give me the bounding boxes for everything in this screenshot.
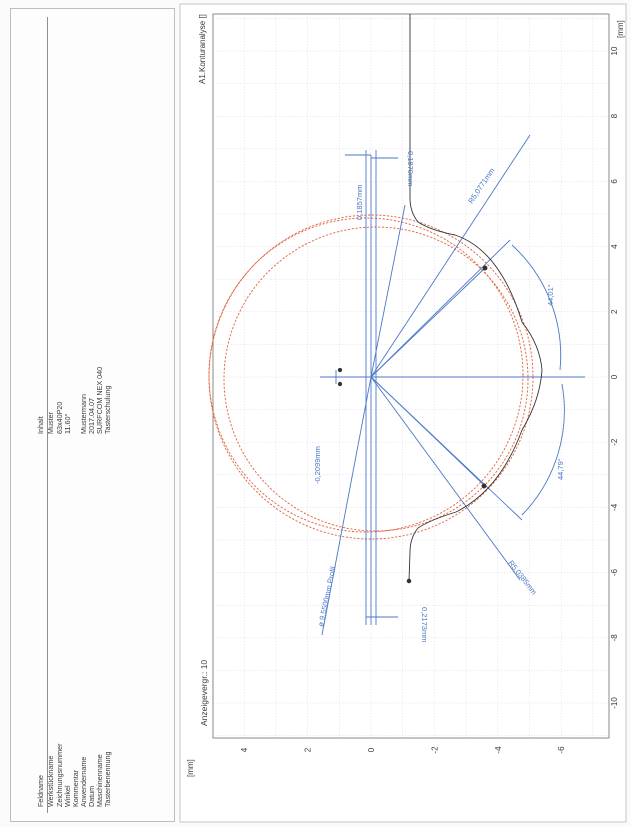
x-tick-label: 2: [610, 309, 619, 314]
y-unit-label: [mm]: [186, 759, 195, 777]
x-tick-label: -8: [610, 634, 619, 642]
upper-intersection-point: [483, 266, 487, 270]
lower-small-offset-label: 0,2173mm: [420, 607, 429, 642]
y-tick-label: -4: [494, 746, 503, 754]
x-tick-label: -4: [610, 503, 619, 511]
magnification-label: Anzeigevergr.: 10: [199, 660, 209, 726]
upper-angle-label: 44,01°: [546, 284, 555, 306]
chart-title: A1.Konturanalyse []: [198, 14, 207, 84]
lower-angle-label: 44,79°: [556, 458, 565, 480]
x-tick-label: 4: [610, 244, 619, 249]
x-tick-label: -2: [610, 438, 619, 446]
center-point-upper: [338, 368, 341, 371]
y-tick-label: 2: [304, 747, 313, 752]
y-tick-label: -2: [430, 746, 439, 754]
lower-offset-label: -0,2099mm: [313, 446, 322, 484]
upper-small-offset-label: 0,1870mm: [406, 151, 415, 186]
y-tick-label: 4: [240, 747, 249, 752]
chart-frame: [180, 4, 626, 822]
x-tick-label: 0: [610, 374, 619, 379]
profile-endpoint: [407, 579, 411, 583]
x-unit-label: [mm]: [616, 20, 625, 38]
lower-intersection-point: [482, 484, 486, 488]
x-tick-label: -6: [610, 568, 619, 576]
center-point-lower: [338, 382, 341, 385]
y-tick-label: -6: [557, 746, 566, 754]
x-tick-label: 6: [610, 179, 619, 184]
x-tick-label: -10: [610, 697, 619, 709]
x-tick-label: 8: [610, 113, 619, 118]
x-tick-label: 10: [610, 46, 619, 55]
upper-offset-label: 0,1857mm: [355, 185, 364, 220]
y-tick-label: 0: [367, 747, 376, 752]
